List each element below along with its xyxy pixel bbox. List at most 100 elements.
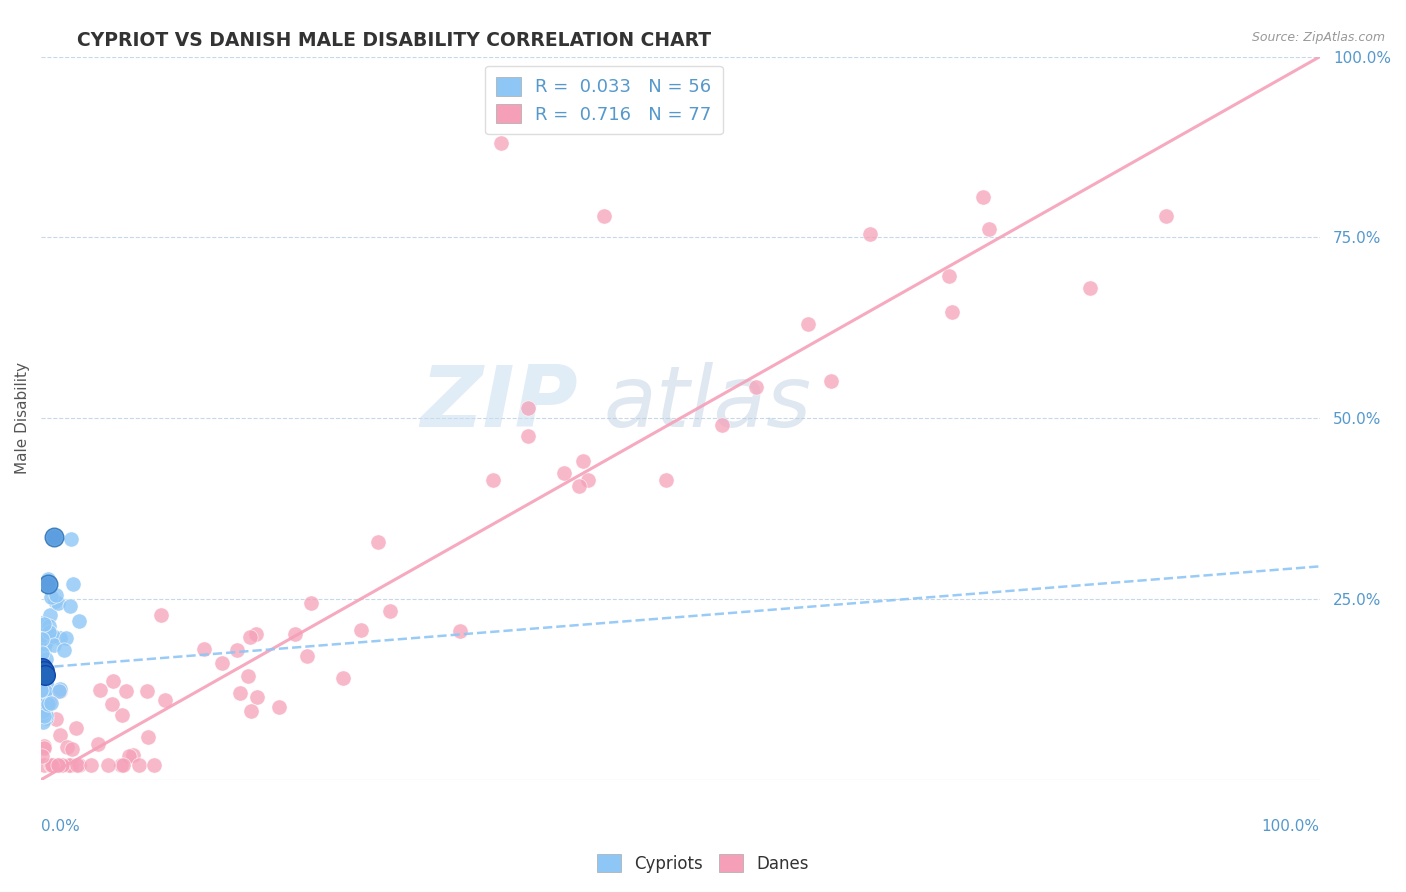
Point <box>482 473 505 487</box>
Point <box>295 649 318 664</box>
Point <box>211 657 233 671</box>
Point <box>31 708 53 723</box>
Point <box>193 642 215 657</box>
Point <box>972 190 994 204</box>
Point <box>153 692 176 706</box>
Point <box>367 535 389 549</box>
Point <box>59 532 82 546</box>
Point <box>31 632 53 647</box>
Point <box>135 684 157 698</box>
Point <box>859 227 882 241</box>
Point <box>797 317 820 331</box>
Point <box>143 758 166 772</box>
Point <box>34 684 56 698</box>
Point <box>31 676 53 690</box>
Point <box>32 739 55 754</box>
Point <box>41 758 63 772</box>
Point <box>32 758 55 772</box>
Point <box>42 629 65 643</box>
Point <box>239 704 262 718</box>
Point <box>31 749 53 764</box>
Point <box>41 591 63 605</box>
Point <box>42 531 65 545</box>
Point <box>553 466 575 480</box>
Point <box>136 730 159 744</box>
Point <box>245 627 267 641</box>
Point <box>568 479 591 493</box>
Point <box>284 627 307 641</box>
Text: CYPRIOT VS DANISH MALE DISABILITY CORRELATION CHART: CYPRIOT VS DANISH MALE DISABILITY CORREL… <box>77 31 711 50</box>
Point <box>42 531 65 545</box>
Point <box>655 473 678 487</box>
Legend: Cypriots, Danes: Cypriots, Danes <box>591 847 815 880</box>
Point <box>46 758 69 772</box>
Legend: R =  0.033   N = 56, R =  0.716   N = 77: R = 0.033 N = 56, R = 0.716 N = 77 <box>485 66 723 135</box>
Point <box>35 679 58 693</box>
Text: ZIP: ZIP <box>420 362 578 445</box>
Point <box>37 697 59 711</box>
Point <box>34 687 56 701</box>
Point <box>592 209 614 223</box>
Point <box>31 646 53 660</box>
Point <box>1156 209 1178 223</box>
Point <box>38 695 60 709</box>
Point <box>35 652 58 666</box>
Point <box>34 682 56 697</box>
Point <box>101 697 124 711</box>
Point <box>34 709 56 723</box>
Point <box>35 707 58 722</box>
Point <box>32 704 55 718</box>
Point <box>52 642 75 657</box>
Point <box>32 644 55 658</box>
Point <box>572 454 595 468</box>
Point <box>37 695 59 709</box>
Point <box>1078 281 1101 295</box>
Point <box>32 664 55 678</box>
Point <box>122 748 145 763</box>
Point <box>31 682 53 697</box>
Point <box>97 758 120 772</box>
Point <box>60 742 83 756</box>
Point <box>711 418 734 433</box>
Point <box>38 619 60 633</box>
Point <box>34 638 56 652</box>
Point <box>941 305 963 319</box>
Point <box>332 671 354 685</box>
Point <box>41 758 63 772</box>
Point <box>37 572 59 586</box>
Point <box>112 758 135 772</box>
Point <box>59 599 82 613</box>
Point <box>32 715 55 730</box>
Point <box>87 738 110 752</box>
Point <box>46 596 69 610</box>
Point <box>32 617 55 632</box>
Point <box>37 634 59 648</box>
Point <box>39 696 62 710</box>
Point <box>938 269 960 284</box>
Point <box>299 596 322 610</box>
Point <box>49 727 72 741</box>
Point <box>128 758 150 772</box>
Point <box>49 681 72 696</box>
Point <box>55 632 77 646</box>
Point <box>56 739 79 754</box>
Point <box>45 712 67 726</box>
Point <box>744 380 766 394</box>
Point <box>67 758 90 772</box>
Point <box>117 748 139 763</box>
Point <box>31 660 53 674</box>
Point <box>48 631 70 645</box>
Point <box>32 740 55 755</box>
Point <box>229 686 252 700</box>
Point <box>66 758 89 772</box>
Point <box>516 428 538 442</box>
Text: 100.0%: 100.0% <box>1261 820 1320 834</box>
Text: 0.0%: 0.0% <box>41 820 80 834</box>
Point <box>31 638 53 652</box>
Point <box>239 630 262 644</box>
Point <box>58 758 80 772</box>
Point <box>32 628 55 642</box>
Point <box>149 607 172 622</box>
Point <box>49 684 72 698</box>
Point <box>30 683 52 698</box>
